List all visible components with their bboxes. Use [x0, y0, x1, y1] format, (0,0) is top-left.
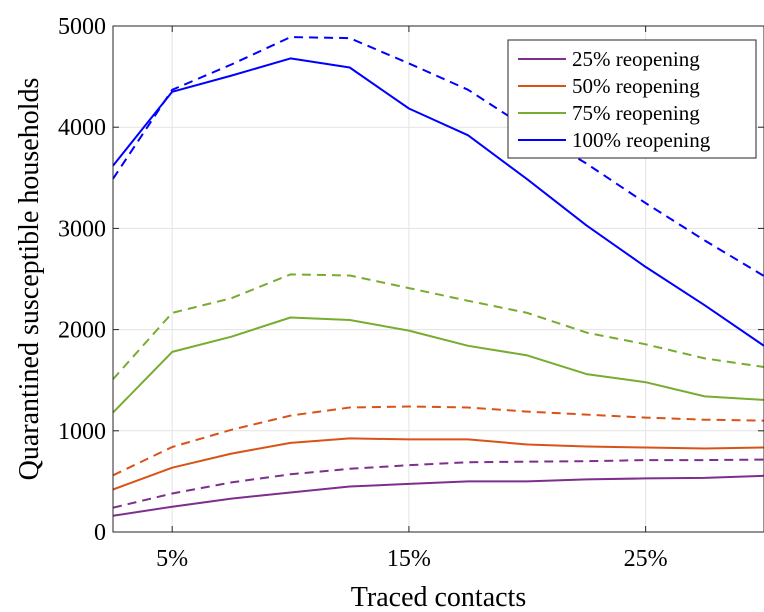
series-line-dashed — [112, 36, 764, 277]
legend-label: 25% reopening — [572, 47, 700, 71]
y-tick-label: 4000 — [58, 115, 106, 141]
plot-frame — [112, 25, 764, 533]
legend-label: 50% reopening — [572, 74, 700, 98]
series-line-solid — [112, 437, 764, 491]
series-line-dashed — [112, 458, 764, 509]
y-tick-label: 5000 — [58, 14, 106, 40]
y-tick-label: 0 — [94, 520, 106, 546]
series-line-solid — [112, 474, 764, 517]
x-tick-label: 15% — [387, 546, 431, 572]
y-tick-label: 3000 — [58, 216, 106, 242]
ticks: 5% 15% 25% 0 1000 2000 3000 4000 5000 — [58, 14, 764, 572]
y-tick-label: 1000 — [58, 419, 106, 445]
legend-label: 75% reopening — [572, 101, 700, 125]
series-line-solid — [112, 316, 764, 414]
series-line-dashed — [112, 273, 764, 380]
series-lines — [112, 36, 764, 517]
legend: 25% reopening 50% reopening 75% reopening 1… — [507, 39, 757, 159]
x-axis-label: Traced contacts — [351, 582, 526, 612]
series-line-solid — [112, 57, 764, 347]
y-axis-label: Quarantined susceptible households — [14, 78, 45, 481]
x-tick-label: 25% — [624, 546, 668, 572]
y-tick-label: 2000 — [58, 318, 106, 344]
legend-label: 100% reopening — [572, 128, 711, 152]
x-tick-label: 5% — [156, 546, 188, 572]
series-line-dashed — [112, 405, 764, 477]
